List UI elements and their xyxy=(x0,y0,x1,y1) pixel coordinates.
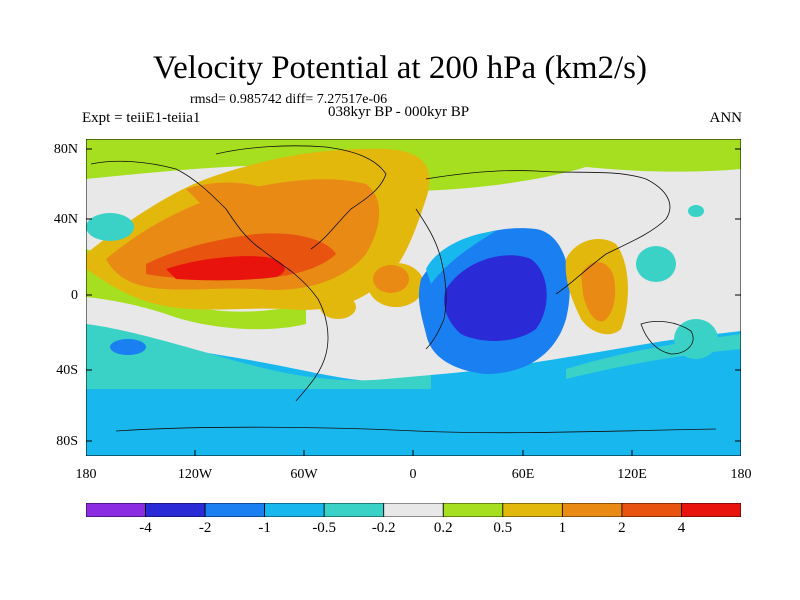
experiment-label: Expt = teiiE1-teiia1 xyxy=(82,110,201,126)
colorbar-label: -0.2 xyxy=(371,520,396,536)
colorbar-label: 0.2 xyxy=(433,520,453,536)
lon-tick-label: 60E xyxy=(511,467,535,482)
colorbar-label: 2 xyxy=(618,520,626,536)
colorbar-swatch xyxy=(442,503,504,517)
contour-map xyxy=(86,139,741,456)
lat-tick-label: 80N xyxy=(53,142,78,157)
colorbar-label: -1 xyxy=(258,520,271,536)
lon-tick-label: 180 xyxy=(730,467,752,482)
contour-fill xyxy=(86,139,741,456)
colorbar-swatch xyxy=(502,503,563,517)
colorbar-label: 0.5 xyxy=(493,520,513,536)
lat-tick-label: 80S xyxy=(56,434,78,449)
period-label: 038kyr BP - 000kyr BP xyxy=(328,104,470,120)
lon-tick-label: 120W xyxy=(177,467,213,482)
colorbar-swatch xyxy=(145,503,206,517)
lat-tick-label: 40N xyxy=(53,212,78,227)
colorbar-swatch xyxy=(681,503,741,517)
colorbar-label: 4 xyxy=(677,520,686,536)
lon-tick-label: 180 xyxy=(75,467,97,482)
map-title: Velocity Potential at 200 hPa (km2/s) xyxy=(152,50,648,86)
colorbar-label: 1 xyxy=(558,520,567,536)
colorbar-label: -4 xyxy=(139,520,152,536)
colorbar-swatch xyxy=(264,503,325,517)
colorbar-swatch xyxy=(323,503,385,517)
colorbar-swatch xyxy=(204,503,266,517)
colorbar-label: -2 xyxy=(198,520,212,536)
colorbar xyxy=(86,503,741,517)
season-label: ANN xyxy=(709,110,743,126)
colorbar-swatch xyxy=(383,503,444,517)
statistics-label: rmsd= 0.985742 diff= 7.27517e-06 xyxy=(190,92,388,107)
lat-tick-label: 0 xyxy=(71,288,78,303)
lon-tick-label: 0 xyxy=(409,467,417,482)
lon-tick-label: 120E xyxy=(617,467,647,482)
axis-ticks xyxy=(86,148,741,456)
lat-tick-label: 40S xyxy=(56,363,78,378)
colorbar-swatch xyxy=(561,503,623,517)
continent-outlines xyxy=(90,145,717,434)
colorbar-swatch xyxy=(621,503,682,517)
colorbar-label: -0.5 xyxy=(312,520,337,536)
lon-tick-label: 60W xyxy=(290,467,318,482)
colorbar-swatch xyxy=(86,503,146,517)
